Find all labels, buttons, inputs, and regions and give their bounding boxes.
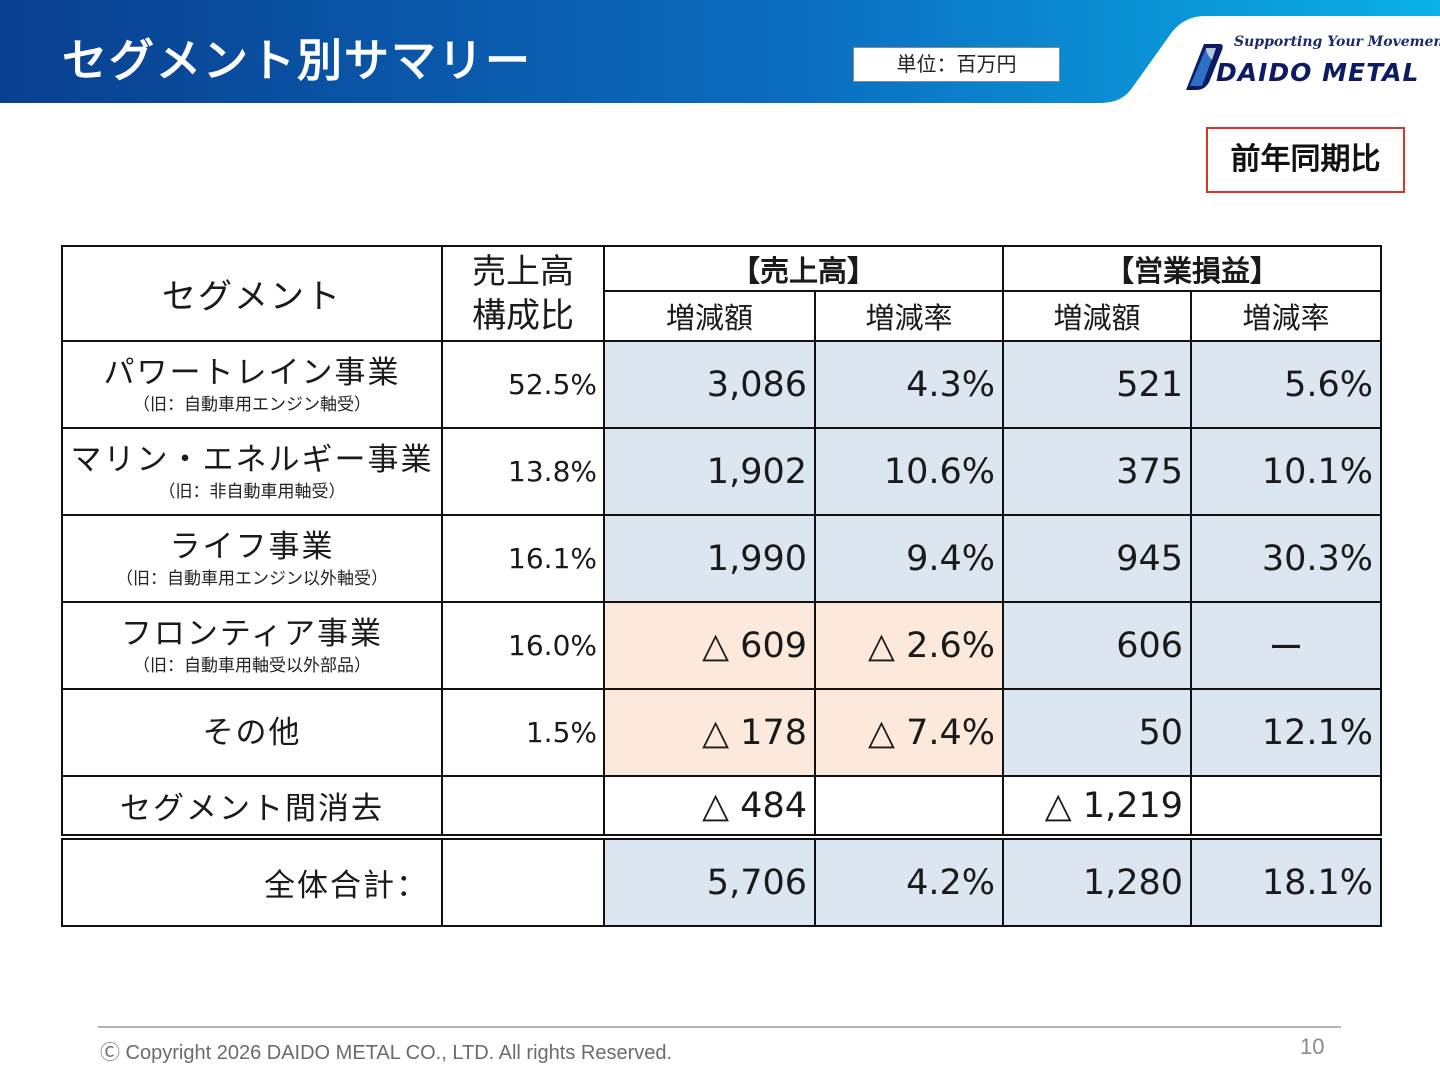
segment-name-cell: パワートレイン事業 （旧：自動車用エンジン軸受） [61,340,443,429]
elimination-row: セグメント間消去 △ 484 △ 1,219 [61,775,1383,838]
page-title: セグメント別サマリー [62,34,533,87]
header-sales-group: 【売上高】 [602,245,1005,292]
header-op-group: 【営業損益】 [1002,245,1383,292]
sales-change-rate: 4.3% [813,340,1005,429]
segment-old-name: （旧：非自動車用軸受） [158,481,346,502]
total-sales-amount: 5,706 [603,834,816,927]
elimination-sales-amount: △ 484 [603,775,816,838]
header-sales-rate: 増減率 [813,290,1005,342]
table-row: フロンティア事業 （旧：自動車用軸受以外部品） 16.0% △ 609 △ 2.… [61,601,1383,690]
op-change-rate: ー [1190,601,1383,690]
sales-ratio: 52.5% [441,340,605,429]
copyright-text: Ⓒ Copyright 2026 DAIDO METAL CO., LTD. A… [100,1042,673,1064]
segment-old-name: （旧：自動車用エンジン以外軸受） [116,568,388,589]
op-change-amount: 945 [1002,514,1193,603]
sales-change-rate: △ 7.4% [813,688,1005,777]
elimination-label: セグメント間消去 [61,775,443,838]
sales-ratio: 16.0% [441,601,605,690]
op-change-rate: 12.1% [1190,688,1383,777]
segment-name-cell: ライフ事業 （旧：自動車用エンジン以外軸受） [61,514,443,603]
segment-name-cell: フロンティア事業 （旧：自動車用軸受以外部品） [61,601,443,690]
table-row: ライフ事業 （旧：自動車用エンジン以外軸受） 16.1% 1,990 9.4% … [61,514,1383,603]
sales-change-amount: 1,990 [603,514,816,603]
header-sales-amount: 増減額 [603,290,816,342]
segment-summary-table: セグメント 売上高 構成比 【売上高】 【営業損益】 増減額 増減率 増減額 増… [61,245,1383,927]
total-op-rate: 18.1% [1190,834,1383,927]
sales-ratio: 16.1% [441,514,605,603]
empty-cell [813,775,1005,838]
sales-change-amount: 1,902 [603,427,816,516]
op-change-rate: 30.3% [1190,514,1383,603]
elimination-op-amount: △ 1,219 [1002,775,1193,838]
empty-cell [441,775,605,838]
unit-label: 単位：百万円 [853,47,1060,82]
logo-tagline: Supporting Your Movement. [1234,34,1440,50]
total-row: 全体合計： 5,706 4.2% 1,280 18.1% [61,834,1383,927]
sales-change-rate: 9.4% [813,514,1005,603]
sales-change-amount: △ 609 [603,601,816,690]
empty-cell [441,834,605,927]
segment-old-name: （旧：自動車用エンジン軸受） [133,394,371,415]
comparison-label: 前年同期比 [1206,127,1405,193]
op-change-amount: 50 [1002,688,1193,777]
sales-ratio: 1.5% [441,688,605,777]
header-op-amount: 増減額 [1002,290,1193,342]
segment-name: フロンティア事業 [120,615,384,652]
sales-change-amount: 3,086 [603,340,816,429]
header-ratio-line1: 売上高 [472,251,574,292]
header-sales-ratio: 売上高 構成比 [441,245,605,342]
segment-name-cell: その他 [61,688,443,777]
op-change-amount: 606 [1002,601,1193,690]
table-row: その他 1.5% △ 178 △ 7.4% 50 12.1% [61,688,1383,777]
footer-divider [98,1026,1341,1028]
table-row: パワートレイン事業 （旧：自動車用エンジン軸受） 52.5% 3,086 4.3… [61,340,1383,429]
op-change-amount: 521 [1002,340,1193,429]
op-change-rate: 5.6% [1190,340,1383,429]
table-row: マリン・エネルギー事業 （旧：非自動車用軸受） 13.8% 1,902 10.6… [61,427,1383,516]
logo-brand: DAIDO METAL [1216,58,1420,87]
sales-change-amount: △ 178 [603,688,816,777]
total-sales-rate: 4.2% [813,834,1005,927]
sales-change-rate: △ 2.6% [813,601,1005,690]
header-band [0,0,1440,103]
page-number: 10 [1300,1034,1325,1059]
logo-mark-icon [1186,44,1223,90]
total-label: 全体合計： [61,834,443,927]
sales-ratio: 13.8% [441,427,605,516]
header-op-rate: 増減率 [1190,290,1383,342]
segment-name-cell: マリン・エネルギー事業 （旧：非自動車用軸受） [61,427,443,516]
segment-name: マリン・エネルギー事業 [70,441,434,478]
op-change-rate: 10.1% [1190,427,1383,516]
segment-name: パワートレイン事業 [103,354,401,391]
empty-cell [1190,775,1383,838]
total-op-amount: 1,280 [1002,834,1193,927]
segment-name: ライフ事業 [169,528,335,565]
segment-name: その他 [202,714,302,751]
op-change-amount: 375 [1002,427,1193,516]
header-ratio-line2: 構成比 [472,295,574,336]
segment-old-name: （旧：自動車用軸受以外部品） [133,655,371,676]
header-segment: セグメント [61,245,443,342]
sales-change-rate: 10.6% [813,427,1005,516]
